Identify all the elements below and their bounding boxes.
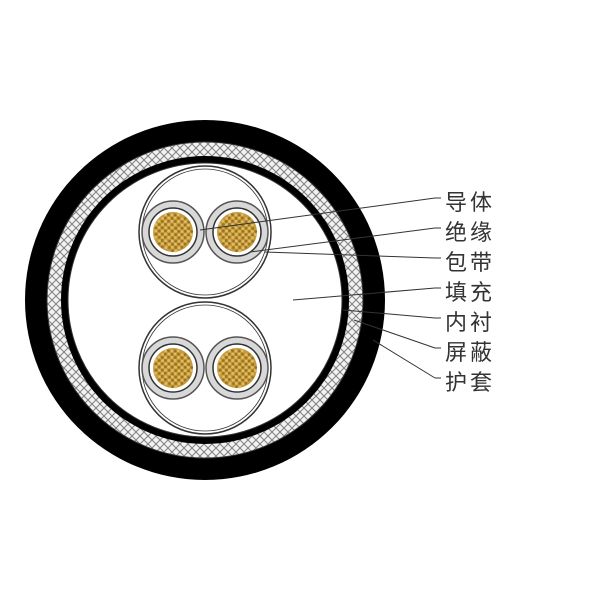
layer-label: 屏蔽	[445, 335, 495, 367]
cable-cross-section-svg	[0, 0, 600, 600]
layer-label: 填充	[445, 275, 495, 307]
layer-label: 内衬	[445, 305, 495, 337]
cable-diagram-container: 导体绝缘包带填充内衬屏蔽护套	[0, 0, 600, 600]
layer-label: 护套	[445, 365, 495, 397]
layer-label: 导体	[445, 185, 495, 217]
layer-label: 绝缘	[445, 215, 495, 247]
layer-label: 包带	[445, 245, 495, 277]
